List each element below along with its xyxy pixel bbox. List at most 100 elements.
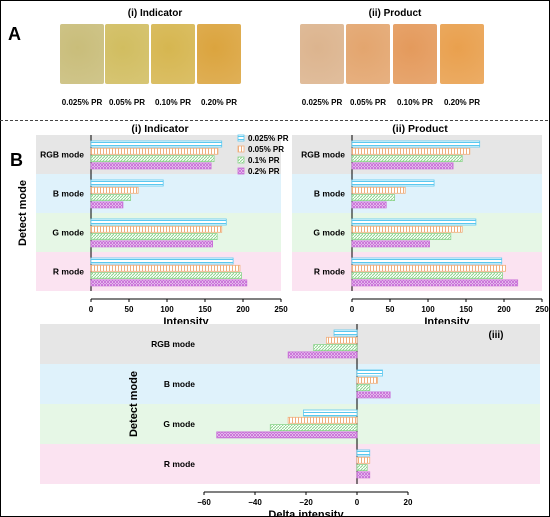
indicator-ylabel: Detect mode	[17, 180, 29, 246]
indicator-swatch-3	[151, 24, 195, 84]
product-bar-s4-3	[351, 240, 430, 248]
product-category-1: RGB mode	[301, 150, 345, 160]
delta-tick-label-2: −40	[248, 498, 262, 507]
product-bar-s4-2	[351, 201, 387, 209]
product-bar-s1-3	[351, 218, 477, 226]
indicator-tick-label-6: 250	[274, 305, 288, 314]
delta-tick-label-3: −20	[299, 498, 313, 507]
product-bar-s4-4	[351, 279, 519, 287]
delta-bar-s4-3	[216, 431, 358, 439]
delta-category-1: RGB mode	[151, 339, 195, 349]
delta-category-4: R mode	[164, 459, 195, 469]
indicator-bar-s3-2	[90, 194, 131, 202]
indicator-tick-label-1: 0	[89, 305, 94, 314]
product-tick-label-6: 250	[535, 305, 549, 314]
indicator-bar-s3-1	[90, 155, 215, 163]
product-title: (ii) Product	[392, 123, 448, 135]
product-swatch-4	[440, 24, 484, 84]
product-tick-label-2: 50	[386, 305, 395, 314]
product-bar-s3-3	[351, 233, 452, 241]
delta-tick-label-1: −60	[197, 498, 211, 507]
product-title: (ii) Product	[368, 8, 422, 19]
product-tick-label-1: 0	[350, 305, 355, 314]
product-tick-label-5: 200	[497, 305, 511, 314]
indicator-title: (i) Indicator	[127, 8, 183, 19]
indicator-swatch-label-1: 0.025% PR	[61, 98, 103, 107]
product-bar-s1-1	[351, 140, 481, 148]
delta-bar-s1-2	[356, 369, 383, 377]
product-swatch-label-4: 0.20% PR	[443, 98, 481, 107]
panel-separator	[0, 120, 548, 121]
delta-bar-s4-1	[287, 351, 358, 359]
product-category-4: R mode	[314, 267, 345, 277]
delta-ylabel: Detect mode	[128, 371, 140, 437]
delta-tick-label-5: 20	[404, 498, 413, 507]
delta-bar-s3-4	[356, 464, 368, 472]
product-tick-label-4: 150	[459, 305, 473, 314]
indicator-category-4: R mode	[53, 267, 84, 277]
product-swatch-3	[393, 24, 437, 84]
indicator-bar-s4-2	[90, 201, 124, 209]
product-category-2: B mode	[314, 189, 345, 199]
product-swatch-1	[300, 24, 344, 84]
delta-bar-s2-2	[356, 376, 378, 384]
delta-category-2: B mode	[164, 379, 195, 389]
product-bar-s1-2	[351, 179, 435, 187]
indicator-category-3: G mode	[52, 228, 84, 238]
indicator-tick-label-5: 200	[236, 305, 250, 314]
legend-swatch-2	[237, 145, 245, 153]
product-bar-s3-4	[351, 272, 503, 280]
indicator-bar-s2-3	[90, 225, 223, 233]
delta-tick-label-4: 0	[355, 498, 360, 507]
indicator-category-1: RGB mode	[40, 150, 84, 160]
delta-bar-s4-2	[356, 391, 391, 399]
indicator-tick-label-2: 50	[125, 305, 134, 314]
product-tick-label-3: 100	[421, 305, 435, 314]
product-swatch-label-1: 0.025% PR	[301, 98, 343, 107]
product-category-3: G mode	[313, 228, 345, 238]
indicator-tick-label-3: 100	[160, 305, 174, 314]
indicator-category-2: B mode	[53, 189, 84, 199]
panel-a: A (i) Indicator (ii) Product 0.025% PR 0.…	[0, 0, 548, 120]
indicator-title: (i) Indicator	[131, 123, 188, 135]
indicator-bar-s4-3	[90, 240, 213, 248]
delta-bar-s2-1	[325, 336, 358, 344]
indicator-bar-s4-1	[90, 162, 212, 170]
indicator-bar-s1-4	[90, 257, 234, 265]
legend-label-3: 0.1% PR	[248, 156, 280, 165]
product-bar-s2-1	[351, 147, 471, 155]
indicator-bar-s3-3	[90, 233, 218, 241]
legend-label-2: 0.05% PR	[248, 145, 284, 154]
indicator-swatch-label-2: 0.05% PR	[108, 98, 146, 107]
product-bar-s3-2	[351, 194, 395, 202]
delta-xlabel: Delta intensity	[268, 509, 344, 517]
product-bar-s1-4	[351, 257, 503, 265]
legend-label-4: 0.2% PR	[248, 167, 280, 176]
indicator-swatch-4	[197, 24, 241, 84]
delta-bar-s3-2	[356, 384, 371, 392]
indicator-swatch-label-4: 0.20% PR	[200, 98, 238, 107]
indicator-swatch-1	[60, 24, 104, 84]
legend-swatch-3	[237, 156, 245, 164]
panel-b-label: B	[10, 150, 23, 170]
delta-bar-s1-3	[303, 409, 358, 417]
indicator-bar-s1-1	[90, 140, 223, 148]
product-bar-s2-4	[351, 264, 506, 272]
indicator-swatch-label-3: 0.10% PR	[154, 98, 192, 107]
indicator-bar-s2-1	[90, 147, 219, 155]
indicator-swatch-2	[105, 24, 149, 84]
legend-label-1: 0.025% PR	[248, 134, 289, 143]
product-swatch-label-2: 0.05% PR	[349, 98, 387, 107]
indicator-bar-s4-4	[90, 279, 248, 287]
delta-bar-s1-1	[333, 329, 358, 337]
indicator-tick-label-4: 150	[198, 305, 212, 314]
delta-bar-s4-4	[356, 471, 371, 479]
indicator-bar-s3-4	[90, 272, 242, 280]
delta-bar-s2-3	[287, 416, 358, 424]
indicator-bar-s2-4	[90, 264, 241, 272]
delta-band-2	[40, 364, 540, 404]
indicator-bar-s1-3	[90, 218, 227, 226]
delta-band-4	[40, 444, 540, 484]
legend-swatch-4	[237, 167, 245, 175]
